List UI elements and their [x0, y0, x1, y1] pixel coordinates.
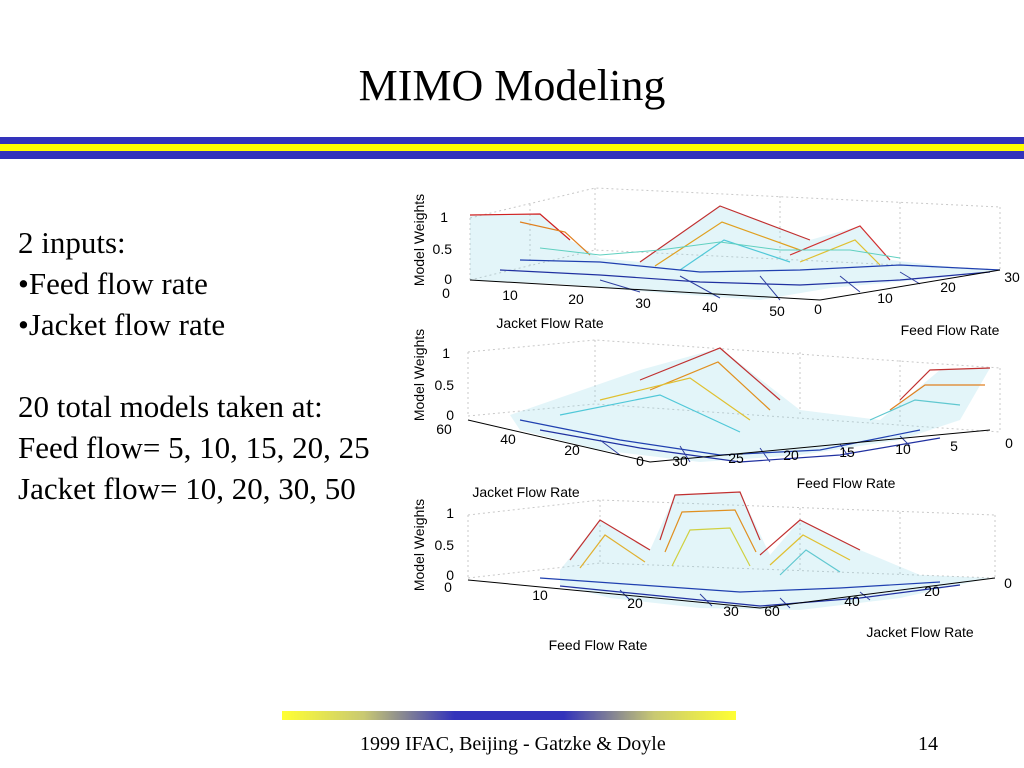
plot3-xtick-20: 20 [627, 595, 643, 611]
footer-text: 1999 IFAC, Beijing - Gatzke & Doyle [360, 733, 666, 755]
plot3-ztick-05: 0.5 [435, 537, 455, 553]
bullet-text: 2 inputs: •Feed flow rate •Jacket flow r… [18, 222, 370, 509]
surface-plot-2: 1 0.5 0 Model Weights 60 40 20 0 30 25 2… [411, 329, 1013, 500]
plot1-xlabel: Jacket Flow Rate [496, 315, 604, 331]
plot1-ytick-20: 20 [940, 279, 956, 295]
plot2-xtick-40: 40 [500, 431, 516, 447]
slide-title: MIMO Modeling [358, 61, 666, 110]
plot3-xtick-10: 10 [532, 587, 548, 603]
plot2-ytick-10: 10 [895, 441, 911, 457]
footer-gradient-bar [282, 711, 736, 720]
plot1-ytick-0: 0 [814, 301, 822, 317]
plot1-xtick-0: 0 [442, 285, 450, 301]
plot2-ytick-5: 5 [950, 438, 958, 454]
plot2-xtick-0: 0 [636, 453, 644, 469]
plot1-xtick-20: 20 [568, 291, 584, 307]
surface-plot-1: 1 0.5 0 Model Weights 0 10 20 30 40 50 J… [411, 187, 1020, 338]
plot1-surface [469, 205, 1001, 301]
plot3-ytick-40: 40 [844, 593, 860, 609]
plot1-ytick-30: 30 [1004, 269, 1020, 285]
plot3-ytick-0: 0 [1004, 575, 1012, 591]
plot2-zlabel: Model Weights [411, 329, 427, 421]
plot2-ztick-1: 1 [442, 345, 450, 361]
plot2-surface [510, 347, 991, 463]
plot1-xtick-40: 40 [702, 299, 718, 315]
plot3-surface [539, 491, 990, 610]
plot1-xtick-10: 10 [502, 287, 518, 303]
feed-flow-values: Feed flow= 5, 10, 15, 20, 25 [18, 430, 370, 465]
plot3-zlabel: Model Weights [411, 499, 427, 591]
plot2-ytick-0: 0 [1005, 435, 1013, 451]
plot2-grid [467, 339, 1001, 433]
plot3-xtick-0: 0 [444, 579, 452, 595]
bullet-feed-flow-rate: •Feed flow rate [18, 266, 208, 301]
plot1-ztick-1: 1 [440, 209, 448, 225]
plot2-xlabel: Jacket Flow Rate [472, 484, 580, 500]
models-heading: 20 total models taken at: [18, 389, 323, 424]
header-stripe-yellow [0, 144, 1024, 151]
plot3-grid [467, 499, 996, 579]
jacket-flow-values: Jacket flow= 10, 20, 30, 50 [18, 471, 356, 506]
header-stripe-blue-top [0, 137, 1024, 144]
plot1-axis-lines [469, 269, 1001, 301]
plot3-ztick-1: 1 [446, 505, 454, 521]
plot2-ytick-20: 20 [783, 447, 799, 463]
plot1-ylabel: Feed Flow Rate [901, 322, 1000, 338]
plot1-grid [469, 187, 1001, 281]
bullet-jacket-flow-rate: •Jacket flow rate [18, 307, 226, 342]
plot1-zlabel: Model Weights [411, 194, 427, 286]
plot3-ytick-60: 60 [764, 603, 780, 619]
plot2-xtick-20: 20 [564, 442, 580, 458]
plot1-ztick-05: 0.5 [433, 241, 453, 257]
plot3-axis-lines [467, 577, 996, 609]
surface-plot-3: 1 0.5 0 Model Weights 0 10 20 30 Feed Fl… [411, 491, 1012, 653]
plot3-xlabel: Feed Flow Rate [549, 637, 648, 653]
plot1-ztick-0: 0 [444, 271, 452, 287]
plot2-ytick-15: 15 [839, 444, 855, 460]
header-stripe-blue-bottom [0, 151, 1024, 159]
plot1-ytick-10: 10 [877, 290, 893, 306]
plot1-xtick-30: 30 [635, 295, 651, 311]
plot2-ylabel: Feed Flow Rate [797, 475, 896, 491]
plot3-ylabel: Jacket Flow Rate [866, 624, 974, 640]
plot2-axis-lines [467, 419, 991, 463]
page-number: 14 [918, 733, 938, 755]
plot3-ztick-0: 0 [446, 567, 454, 583]
plot2-ztick-05: 0.5 [435, 377, 455, 393]
plot3-xtick-30: 30 [723, 603, 739, 619]
plot1-xtick-50: 50 [769, 303, 785, 319]
plot2-xtick-60: 60 [436, 421, 452, 437]
plot2-ytick-30: 30 [672, 453, 688, 469]
plot2-ztick-0: 0 [446, 407, 454, 423]
surface-plots: 1 0.5 0 Model Weights 0 10 20 30 40 50 J… [411, 187, 1020, 653]
plot2-ytick-25: 25 [728, 450, 744, 466]
inputs-heading: 2 inputs: [18, 225, 126, 260]
plot3-ytick-20: 20 [924, 583, 940, 599]
